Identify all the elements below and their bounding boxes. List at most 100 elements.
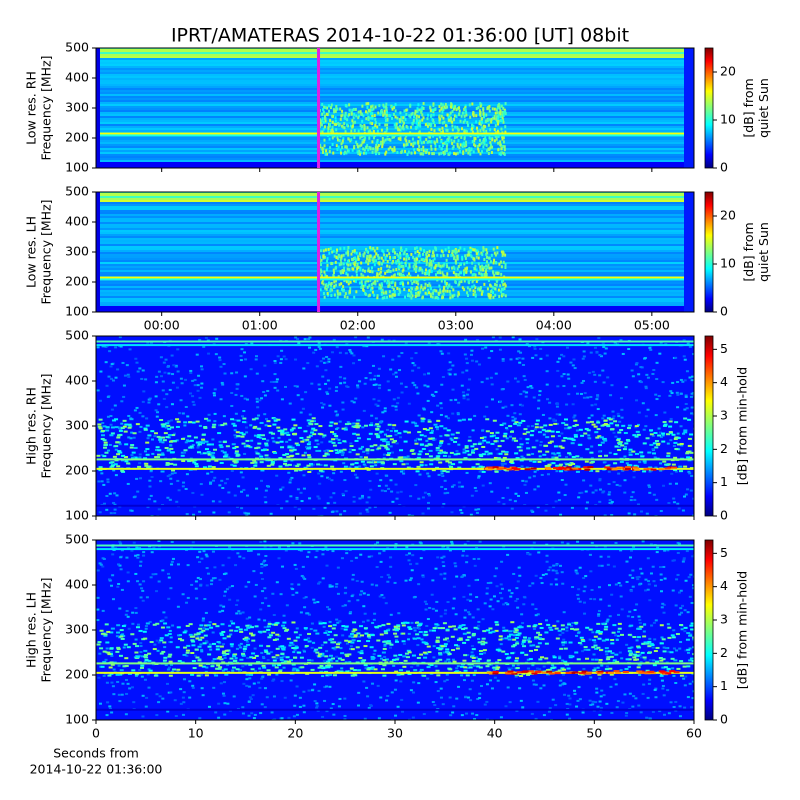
texture — [567, 694, 571, 697]
texture — [129, 446, 134, 449]
texture — [548, 566, 552, 569]
texture — [413, 267, 416, 271]
texture — [368, 254, 371, 258]
texture — [499, 109, 502, 113]
texture — [243, 375, 247, 378]
texture — [479, 112, 482, 116]
texture — [386, 260, 389, 264]
texture — [350, 129, 353, 133]
texture — [293, 704, 297, 707]
texture — [278, 465, 283, 468]
texture — [391, 427, 395, 430]
texture — [419, 557, 423, 560]
texture — [493, 107, 496, 111]
texture — [604, 347, 608, 350]
texture — [416, 125, 419, 129]
texture — [162, 439, 167, 442]
texture — [594, 701, 598, 704]
texture — [328, 685, 332, 688]
texture — [475, 120, 478, 124]
texture — [471, 247, 474, 251]
texture — [518, 421, 523, 424]
texture — [488, 109, 491, 113]
texture — [356, 386, 360, 389]
texture — [482, 127, 485, 131]
texture — [96, 68, 694, 70]
texture — [300, 398, 304, 401]
texture — [310, 464, 314, 467]
texture — [482, 268, 485, 272]
texture — [363, 717, 367, 720]
texture — [608, 491, 612, 494]
texture — [422, 140, 425, 144]
texture — [461, 143, 464, 147]
texture — [580, 491, 584, 494]
texture — [502, 144, 505, 148]
texture — [477, 147, 480, 151]
texture — [246, 656, 250, 659]
texture — [637, 373, 641, 376]
texture — [326, 263, 329, 267]
texture — [501, 459, 506, 462]
texture — [343, 428, 348, 431]
texture — [597, 450, 601, 453]
texture — [565, 403, 569, 406]
texture — [532, 475, 536, 478]
texture — [357, 116, 360, 120]
texture — [558, 463, 563, 466]
texture — [387, 452, 392, 455]
texture — [357, 651, 361, 654]
texture — [683, 379, 687, 382]
texture — [415, 114, 418, 118]
texture — [242, 488, 246, 491]
texture — [324, 152, 327, 156]
texture — [197, 374, 201, 377]
texture — [474, 144, 477, 148]
texture — [625, 643, 629, 646]
texture — [204, 336, 208, 339]
texture — [369, 108, 372, 112]
texture — [623, 491, 627, 494]
texture — [338, 123, 341, 127]
texture — [365, 279, 368, 283]
texture — [619, 428, 624, 431]
texture — [356, 437, 361, 440]
texture — [187, 460, 192, 463]
texture — [467, 253, 470, 257]
texture — [204, 448, 209, 451]
texture — [471, 449, 476, 452]
texture — [576, 597, 580, 600]
texture — [666, 442, 670, 445]
texture — [481, 429, 485, 432]
texture — [98, 652, 102, 655]
texture — [495, 271, 498, 275]
texture — [603, 514, 607, 516]
texture — [213, 412, 217, 415]
texture — [535, 338, 539, 341]
texture — [355, 453, 360, 456]
texture — [598, 700, 602, 703]
texture — [679, 425, 683, 428]
texture — [353, 112, 356, 116]
texture — [591, 491, 595, 494]
texture — [265, 417, 269, 420]
texture — [201, 442, 206, 445]
texture — [691, 375, 694, 378]
texture — [427, 420, 432, 423]
texture — [485, 260, 488, 264]
texture — [408, 265, 411, 269]
texture — [619, 339, 623, 342]
texture — [457, 401, 461, 404]
texture — [352, 422, 356, 425]
texture — [601, 369, 605, 372]
texture — [315, 705, 319, 708]
texture — [475, 268, 478, 272]
texture — [360, 496, 364, 499]
texture — [410, 296, 413, 300]
texture — [426, 117, 429, 121]
texture — [179, 688, 183, 691]
texture — [324, 273, 327, 277]
texture — [355, 251, 358, 255]
texture — [412, 255, 415, 259]
texture — [380, 286, 383, 290]
